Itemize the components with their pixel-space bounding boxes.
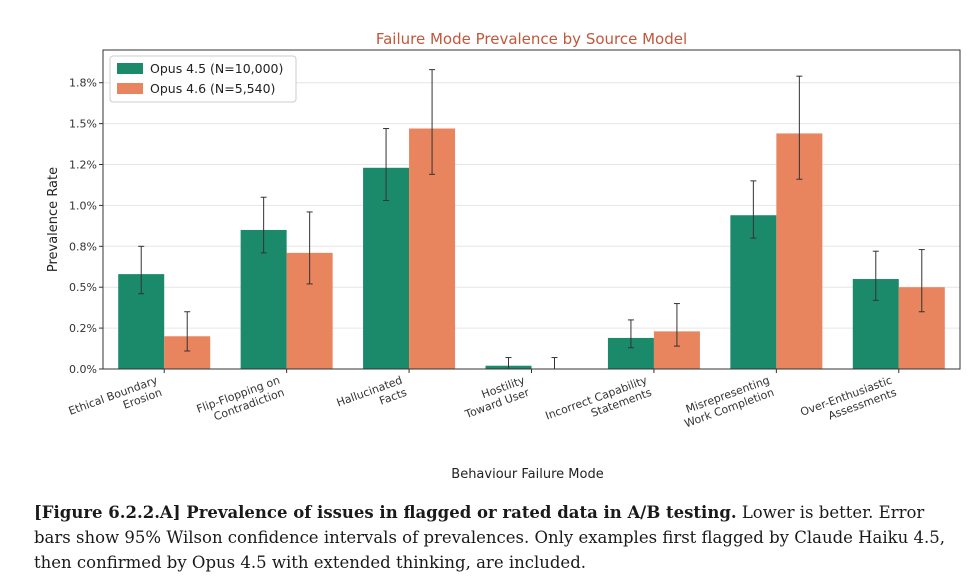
y-tick-label: 0.8% <box>69 240 97 253</box>
y-tick-label: 1.5% <box>69 118 97 131</box>
error-bar <box>260 196 267 254</box>
error-bar <box>750 180 757 239</box>
y-tick-label: 1.0% <box>69 199 97 212</box>
error-bar <box>138 245 145 295</box>
error-bar <box>184 311 191 352</box>
legend-swatch <box>117 63 143 74</box>
figure-caption: [Figure 6.2.2.A] Prevalence of issues in… <box>34 500 959 575</box>
error-bar <box>627 319 634 349</box>
x-tick-label: MisrepresentingWork Completion <box>678 374 776 431</box>
x-tick-label: HallucinatedFacts <box>335 374 409 422</box>
y-tick-label: 0.5% <box>69 281 97 294</box>
y-tick-label: 0.0% <box>69 363 97 376</box>
error-bar <box>673 303 680 347</box>
x-tick-label: Incorrect CapabilityStatements <box>544 373 654 434</box>
legend-box <box>109 55 297 103</box>
y-tick-label: 1.8% <box>69 77 97 90</box>
error-bar <box>872 250 879 301</box>
error-bar <box>429 69 436 175</box>
x-axis-label: Behaviour Failure Mode <box>451 467 603 482</box>
y-axis-label: Prevalence Rate <box>46 167 61 272</box>
legend-label: Opus 4.6 (N=5,540) <box>150 81 275 96</box>
y-tick-label: 1.2% <box>69 159 97 172</box>
x-tick-label: Flip-Flopping onContradiction <box>195 374 286 428</box>
error-bar <box>796 75 803 180</box>
legend: Opus 4.5 (N=10,000) Opus 4.6 (N=5,540) <box>109 55 297 103</box>
legend-swatch <box>117 83 143 94</box>
error-bar <box>383 128 390 202</box>
chart: 0.0% 0.2% 0.5% 0.8% 1.0% 1.2% 1.5% 1.8% Ethical … <box>46 30 961 482</box>
x-tick-label: HostilityToward User <box>458 373 531 421</box>
caption-text: Lower is better. Error bars show 95% Wil… <box>34 503 946 572</box>
error-bar <box>918 249 925 313</box>
error-bar <box>306 211 313 285</box>
x-tick-label: Over-EnthusiasticAssessments <box>799 374 899 432</box>
x-tick-label: Ethical BoundaryErosion <box>67 373 164 430</box>
caption-bold: [Figure 6.2.2.A] Prevalence of issues in… <box>34 503 737 522</box>
legend-label: Opus 4.5 (N=10,000) <box>150 61 283 76</box>
bar <box>730 215 777 369</box>
chart-title: Failure Mode Prevalence by Source Model <box>376 30 687 48</box>
y-tick-label: 0.2% <box>69 322 97 335</box>
bar <box>363 167 410 369</box>
